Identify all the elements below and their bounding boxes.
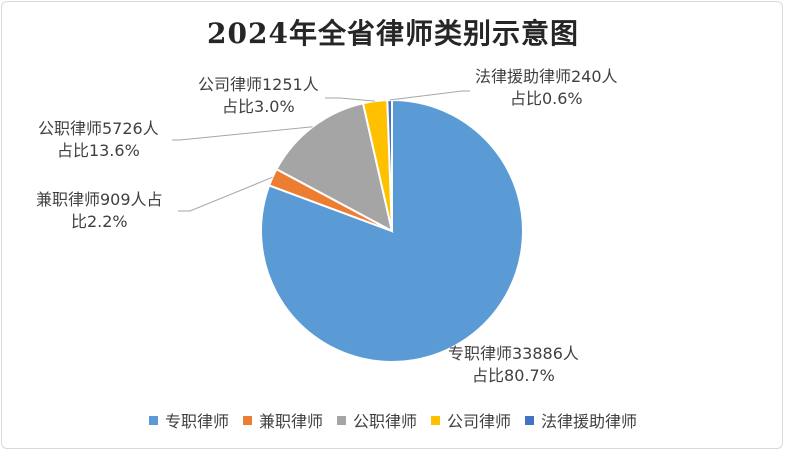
legend-label: 公职律师 bbox=[352, 412, 417, 431]
legend-item-专职律师: 专职律师 bbox=[148, 408, 229, 432]
leader-line-兼职律师 bbox=[178, 176, 273, 212]
data-label-法律援助律师: 法律援助律师240人 占比0.6% bbox=[475, 67, 618, 108]
legend-swatch bbox=[431, 415, 440, 425]
legend-swatch bbox=[148, 415, 158, 425]
legend-item-公司律师: 公司律师 bbox=[431, 408, 511, 432]
legend-label: 专职律师 bbox=[164, 412, 229, 431]
legend-swatch bbox=[525, 415, 535, 425]
legend-label: 兼职律师 bbox=[258, 412, 323, 431]
legend-swatch bbox=[242, 415, 252, 425]
chart-title: 2024年全省律师类别示意图 bbox=[207, 17, 579, 50]
legend-label: 法律援助律师 bbox=[541, 412, 638, 431]
legend-item-法律援助律师: 法律援助律师 bbox=[525, 408, 637, 432]
legend-item-公职律师: 公职律师 bbox=[336, 408, 417, 432]
legend-label: 公司律师 bbox=[447, 412, 512, 431]
data-label-专职律师: 专职律师33886人 占比80.7% bbox=[448, 344, 579, 385]
chart-legend: 专职律师 兼职律师 公职律师 公司律师 法律援助律师 bbox=[0, 408, 786, 432]
data-label-公司律师: 公司律师1251人 占比3.0% bbox=[198, 75, 319, 116]
legend-swatch bbox=[336, 415, 346, 425]
data-label-兼职律师: 兼职律师909人占 比2.2% bbox=[36, 190, 163, 231]
leader-line-法律援助律师 bbox=[389, 90, 470, 101]
data-label-公职律师: 公职律师5726人 占比13.6% bbox=[38, 119, 159, 160]
pie-slice-专职律师 bbox=[260, 98, 524, 363]
leader-line-公职律师 bbox=[172, 126, 313, 141]
legend-item-兼职律师: 兼职律师 bbox=[242, 408, 323, 432]
leader-line-公司律师 bbox=[325, 97, 376, 102]
